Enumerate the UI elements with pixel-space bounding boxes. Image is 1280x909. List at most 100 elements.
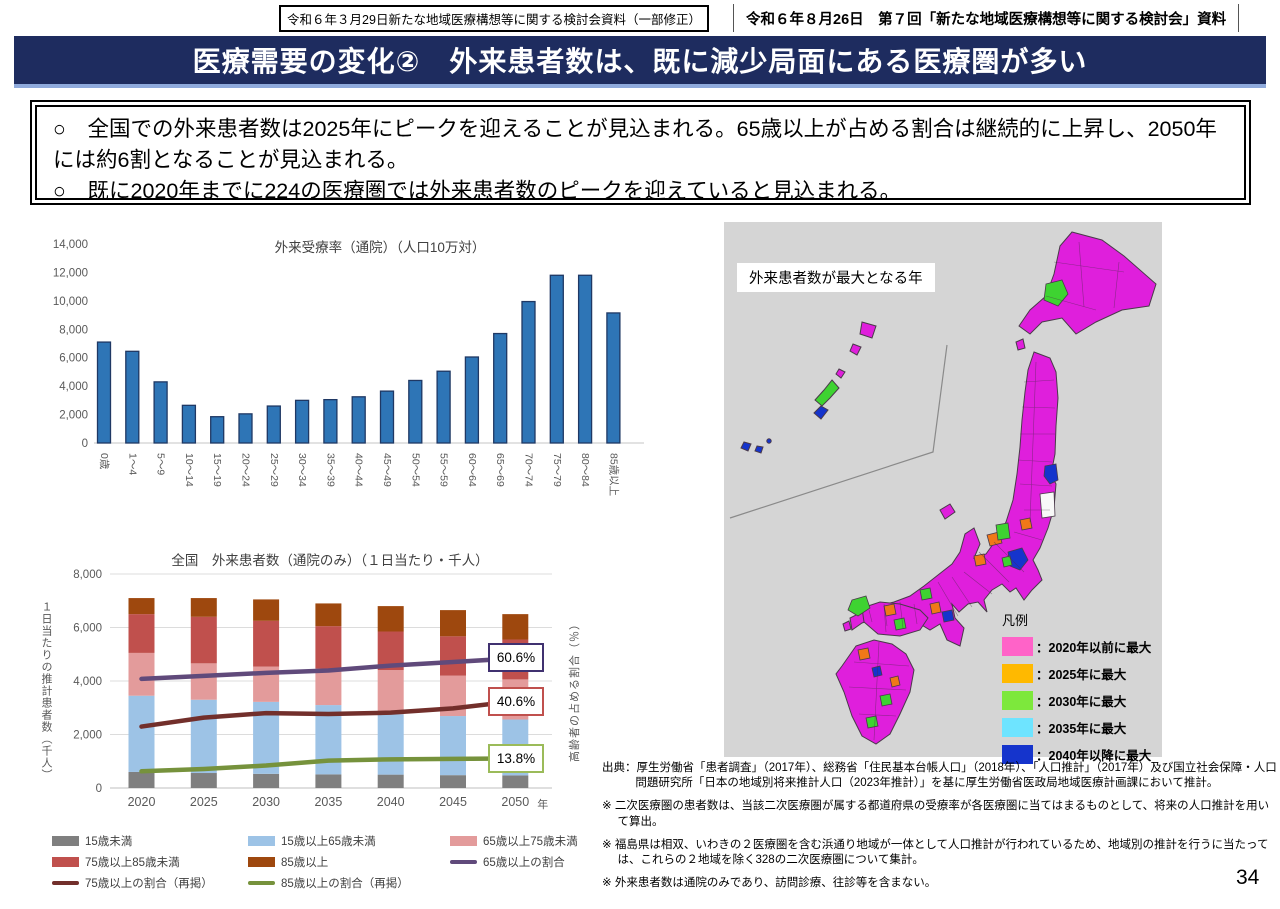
stacked-bar-segment (128, 614, 155, 653)
age-bar (351, 396, 366, 444)
age-bar (210, 416, 225, 444)
x-tick-label: 25～29 (268, 453, 280, 487)
source-notes: 出典：厚生労働省「患者調査」（2017年）、総務省「住民基本台帳人口」（2018… (602, 761, 1278, 899)
y-tick-label: 0 (96, 783, 102, 795)
title-banner: 医療需要の変化② 外来患者数は、既に減少局面にある医療圏が多い (14, 36, 1266, 88)
legend-swatch (52, 835, 79, 846)
stacked-bar-segment (315, 626, 342, 669)
map-legend-swatch (1002, 664, 1033, 683)
legend-item: 85歳以上の割合（再掲） (248, 872, 450, 893)
legend-item: 75歳以上の割合（再掲） (52, 872, 248, 893)
stacked-bar-segment (190, 598, 217, 617)
outpatient-projection-chart: 全国 外来患者数（通院のみ）（１日当たり・千人） 0 2,000 4,000 6,00… (30, 543, 710, 833)
map-legend-item: ：2025年に最大 (1002, 664, 1158, 683)
legend-item: 85歳以上 (248, 851, 450, 872)
age-bar (153, 381, 168, 444)
island-sado (939, 503, 956, 520)
map-legend-item: ：2040年以降に最大 (1002, 745, 1158, 764)
stacked-bar-segment (128, 652, 155, 696)
x-tick-label: 20～24 (240, 453, 252, 487)
age-bar (493, 332, 508, 444)
header-citation-left-text: 令和６年３月29日新たな地域医療構想等に関する検討会資料（一部修正） (287, 13, 701, 27)
summary-box: ○ 全国での外来患者数は2025年にピークを迎えることが見込まれる。65歳以上が… (30, 100, 1251, 205)
header-citation-right-text: 令和６年８月26日 第７回「新たな地域医療構想等に関する検討会」資料 (746, 11, 1227, 28)
map-legend-swatch (1002, 637, 1033, 656)
y-tick-label: 4,000 (73, 676, 102, 688)
stacked-bar-segment (315, 668, 342, 706)
legend-label: 75歳以上の割合（再掲） (85, 877, 213, 890)
map-legend-swatch (1002, 691, 1033, 710)
age-bar (238, 413, 253, 444)
region-patch-hokkaido-green (1043, 279, 1069, 307)
stacked-bar-segment (315, 603, 342, 627)
stacked-bar-segment (190, 616, 217, 664)
region-patch-shikoku-green (893, 617, 907, 631)
stacked-bar-segment (253, 773, 280, 788)
year-tick-label: 2030 (252, 795, 280, 809)
consultation-rate-chart-svg: 0 2,000 4,000 6,000 8,000 10,000 12,000 14,000 0… (53, 239, 644, 496)
year-tick-label: 2025 (190, 795, 218, 809)
legend-line-swatch (52, 880, 79, 885)
age-bar (521, 300, 536, 444)
map-title-box: 外来患者数が最大となる年 (737, 263, 935, 292)
stacked-bar-segment (253, 599, 280, 621)
legend-swatch (52, 856, 79, 867)
left-axis-label: １日当たりの推計患者数（千人） (40, 601, 52, 781)
year-tick-label: 2050 (501, 795, 529, 809)
x-tick-label: 75～79 (551, 453, 563, 487)
legend-label: 75歳以上85歳未満 (85, 856, 180, 869)
stacked-bar-segment (190, 773, 217, 788)
legend-label: 65歳以上75歳未満 (483, 835, 578, 848)
summary-bullet-1: ○ 全国での外来患者数は2025年にピークを迎えることが見込まれる。65歳以上が… (53, 117, 1217, 173)
region-patch-osaka-blue (941, 609, 955, 623)
x-tick-label: 85歳以上 (607, 453, 619, 496)
y-tick-label: 6,000 (73, 623, 102, 635)
source-line: 出典：厚生労働省「患者調査」（2017年）、総務省「住民基本台帳人口」（2018… (602, 762, 1277, 790)
region-patch-fukushima-white (1039, 491, 1056, 519)
map-legend: 凡例 ：2020年以前に最大 ：2025年に最大 ：2030年に最大 ：2035年に最… (1002, 610, 1158, 764)
legend-line-swatch (450, 859, 477, 864)
region-patch-kyushu-green-1 (879, 693, 893, 707)
y-tick-label: 0 (82, 438, 88, 450)
region-patch-chugoku-orange (883, 603, 897, 617)
region-patch-kanto-orange-2 (1019, 517, 1033, 531)
map-legend-rows: ：2020年以前に最大 ：2025年に最大 ：2030年に最大 ：2035年に最大 ：2… (1002, 637, 1158, 764)
page-title: 医療需要の変化② 外来患者数は、既に減少局面にある医療圏が多い (192, 46, 1088, 77)
map-legend-item: ：2030年に最大 (1002, 691, 1158, 710)
year-tick-label: 2035 (314, 795, 342, 809)
region-patch-kyushu-green-2 (865, 715, 879, 729)
age-bar (606, 312, 621, 444)
region-patch-kyushu-orange-1 (857, 647, 871, 661)
map-legend-item: ：2035年に最大 (1002, 718, 1158, 737)
age-bar (294, 399, 310, 444)
age-bar (181, 404, 197, 444)
x-tick-label: 80～84 (579, 453, 591, 487)
age-bar (436, 370, 451, 444)
x-tick-label: 5～9 (155, 453, 167, 475)
stacked-bar-segment (502, 775, 529, 788)
stacked-bar-segment (440, 636, 466, 676)
map-legend-label: ：2035年に最大 (1036, 722, 1127, 736)
stacked-bar-segment (128, 598, 155, 615)
consultation-rate-chart-title: 外来受療率（通院）（人口10万対） (274, 240, 486, 255)
ratio-line (139, 656, 518, 682)
region-patch-niigata-green (995, 522, 1011, 541)
region-patch-kyushu-orange-2 (889, 675, 901, 688)
legend-swatch (450, 835, 477, 846)
x-tick-label: 10～14 (183, 453, 195, 487)
x-tick-label: 45～49 (381, 453, 393, 487)
legend-item: 15歳以上65歳未満 (248, 830, 450, 851)
region-kyushu (835, 639, 915, 745)
outpatient-projection-chart-title: 全国 外来患者数（通院のみ）（１日当たり・千人） (171, 553, 489, 568)
legend-line-swatch (248, 880, 275, 885)
legend-swatch (248, 835, 275, 846)
age-bar (96, 341, 112, 444)
inset-boundary-line (729, 344, 948, 519)
stacked-bar-segment (190, 699, 217, 774)
age-bar (577, 274, 593, 444)
stacked-bar-segment (440, 610, 466, 637)
legend-label: 15歳未満 (85, 835, 133, 848)
region-patch-kyushu-blue (871, 665, 883, 678)
age-bar (379, 390, 395, 444)
